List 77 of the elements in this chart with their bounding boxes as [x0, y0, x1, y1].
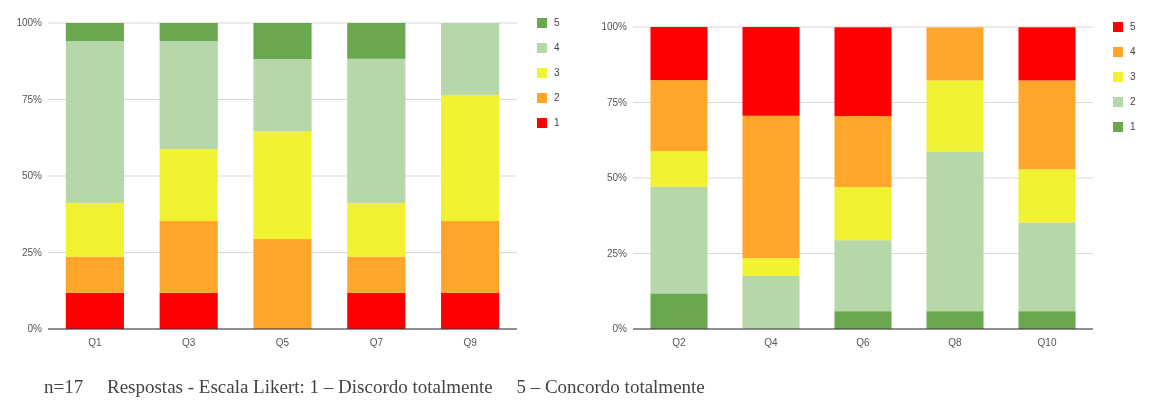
x-tick-label: Q6: [856, 337, 871, 348]
bar: [834, 116, 892, 188]
y-tick-label: 100%: [16, 17, 43, 29]
x-tick-label: Q10: [1037, 337, 1057, 348]
bar: [253, 23, 312, 60]
legend-label: 3: [554, 67, 560, 79]
x-tick-label: Q2: [672, 337, 687, 348]
bar: [347, 202, 406, 257]
y-tick-label: 50%: [21, 170, 43, 182]
y-tick-label: 0%: [27, 323, 43, 335]
bar: [650, 151, 708, 187]
bar: [65, 202, 124, 257]
bar: [347, 58, 406, 203]
x-tick-label: Q1: [88, 337, 103, 348]
x-tick-label: Q3: [182, 337, 196, 348]
bar: [650, 293, 708, 329]
bar: [834, 240, 892, 312]
legend-label: 2: [554, 92, 560, 104]
bar: [159, 292, 218, 329]
legend-label: 4: [1130, 46, 1136, 58]
bar: [159, 220, 218, 293]
y-tick-label: 25%: [606, 247, 628, 259]
bar: [1018, 80, 1076, 170]
bar: [65, 23, 124, 42]
y-tick-label: 25%: [21, 246, 43, 258]
x-tick-label: Q9: [463, 337, 478, 348]
bar: [441, 292, 500, 329]
bar: [650, 27, 708, 81]
bar: [159, 149, 218, 221]
legend-label: 1: [554, 117, 560, 129]
bar: [347, 292, 406, 329]
bar: [926, 151, 984, 312]
bar: [1018, 222, 1076, 312]
bar: [1018, 169, 1076, 223]
bar: [253, 59, 312, 132]
bar: [159, 23, 218, 42]
bar: [650, 186, 708, 294]
bar: [834, 311, 892, 329]
legend-label: 3: [1130, 71, 1136, 83]
bar: [742, 258, 800, 276]
bar: [926, 311, 984, 329]
bar: [441, 94, 500, 221]
bar: [159, 41, 218, 150]
bar: [441, 220, 500, 293]
y-tick-label: 50%: [606, 172, 628, 184]
bar: [926, 80, 984, 152]
legend-label: 5: [554, 17, 560, 29]
legend-label: 1: [1130, 121, 1136, 133]
bar: [65, 256, 124, 293]
y-tick-label: 100%: [601, 21, 628, 33]
bar: [441, 23, 500, 95]
legend-label: 2: [1130, 96, 1136, 108]
x-tick-label: Q5: [275, 337, 290, 348]
bar: [742, 275, 800, 329]
x-tick-label: Q7: [369, 337, 384, 348]
bar: [926, 27, 984, 81]
bar: [347, 23, 406, 59]
bar: [834, 187, 892, 241]
bar: [65, 41, 124, 203]
bar: [650, 80, 708, 152]
bar: [253, 131, 312, 240]
bar: [1018, 311, 1076, 329]
bar: [347, 256, 406, 293]
y-tick-label: 0%: [612, 323, 628, 335]
y-tick-label: 75%: [606, 96, 628, 108]
x-tick-label: Q8: [948, 337, 963, 348]
legend-label: 4: [554, 42, 560, 54]
y-tick-label: 75%: [21, 93, 43, 105]
x-tick-label: Q4: [764, 337, 779, 348]
legend-label: 5: [1130, 21, 1136, 33]
bar: [742, 27, 800, 116]
bar: [1018, 27, 1076, 81]
bar: [65, 292, 124, 329]
bar: [742, 115, 800, 259]
bar: [834, 27, 892, 117]
bar: [253, 239, 312, 329]
text: n=17 Respostas - Escala Likert: 1 – Discordo totalmente 5 – Concordo totalmente: [44, 376, 705, 397]
